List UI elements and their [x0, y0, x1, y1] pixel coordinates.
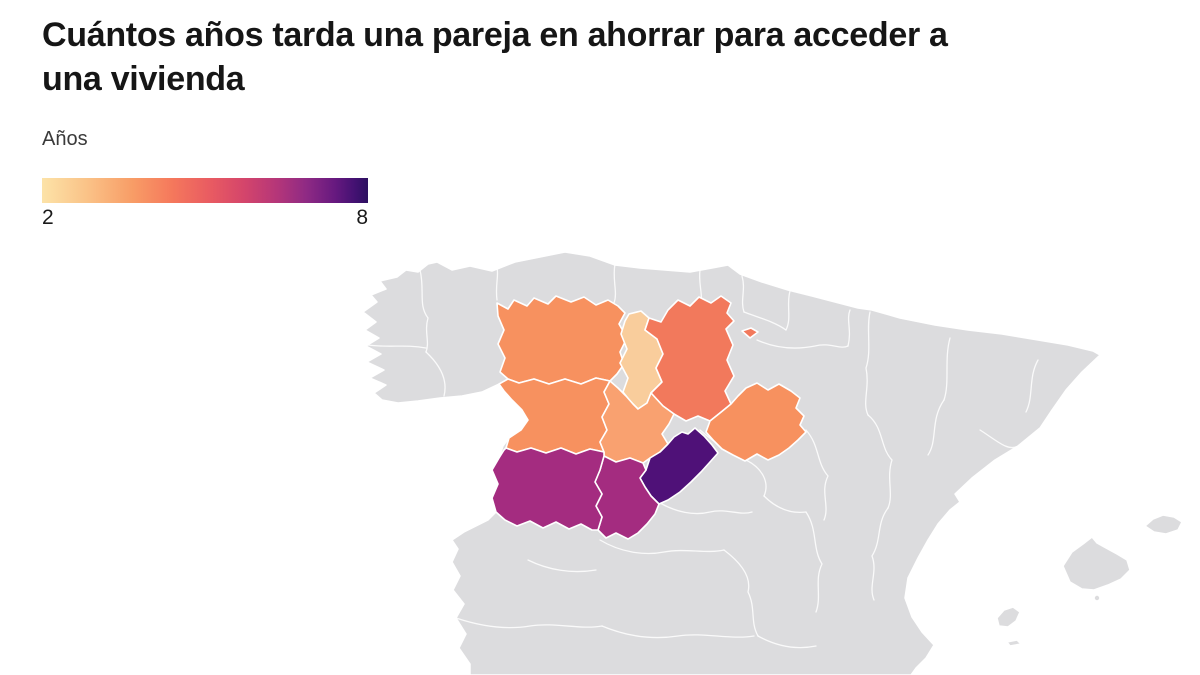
title-line-1: Cuántos años tarda una pareja en ahorrar…: [42, 16, 948, 54]
island-formentera: [1006, 639, 1022, 647]
island-menorca: [1144, 514, 1183, 535]
legend-label: Años: [42, 128, 88, 150]
legend-min-value: 2: [42, 206, 54, 229]
island-ibiza: [996, 606, 1021, 628]
region-leon[interactable]: [496, 295, 628, 385]
spain-peninsula-base: [362, 251, 1101, 675]
page-title: Cuántos años tarda una pareja en ahorrar…: [42, 13, 1162, 101]
island-mallorca: [1062, 536, 1131, 591]
region-zamora[interactable]: [498, 377, 611, 455]
legend-max-value: 8: [356, 206, 368, 229]
region-soria[interactable]: [705, 382, 807, 462]
region-burgos-trevino-enclave[interactable]: [741, 327, 759, 339]
title-line-2: una vivienda: [42, 60, 245, 99]
balearic-islands: [996, 514, 1183, 647]
region-salamanca[interactable]: [491, 447, 605, 531]
province-border-lines: [367, 263, 1039, 649]
legend-scale: 2 8: [42, 206, 368, 230]
color-legend: Años 2 8: [42, 128, 368, 230]
region-burgos[interactable]: [644, 295, 735, 422]
castilla-y-leon-regions: [491, 295, 807, 540]
legend-gradient: [42, 178, 368, 203]
island-cabrera: [1094, 595, 1100, 601]
